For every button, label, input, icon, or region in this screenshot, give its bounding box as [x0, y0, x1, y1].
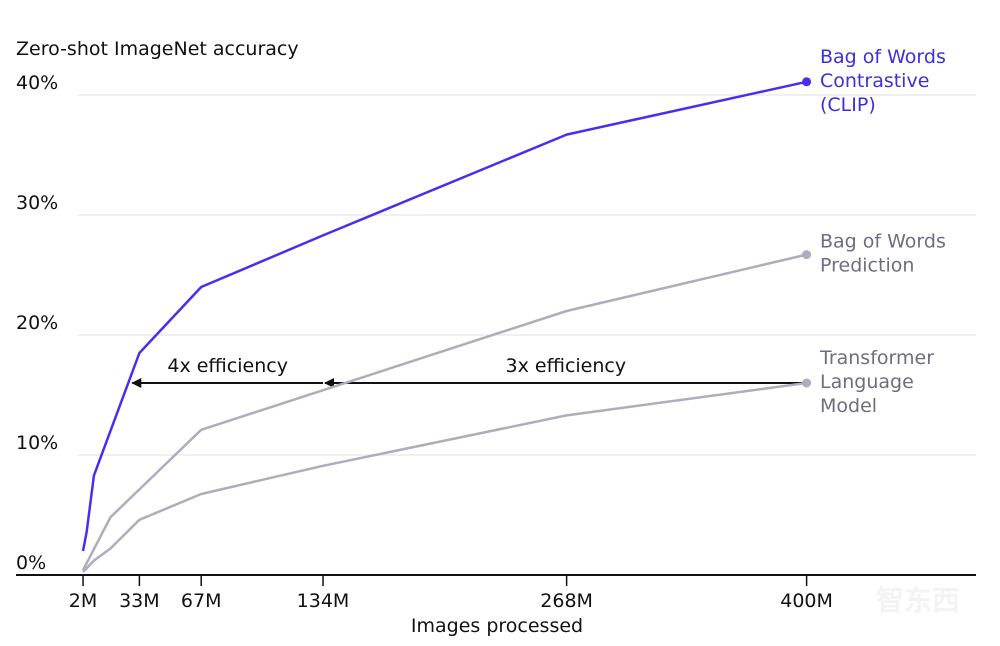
series-label: Model	[820, 395, 877, 417]
series-label: Language	[820, 371, 914, 393]
efficiency-label: 4x efficiency	[167, 355, 288, 377]
y-tick-label: 0%	[16, 552, 46, 574]
series-end-point	[802, 250, 812, 260]
y-tick-label: 10%	[16, 432, 58, 454]
series-end-point	[802, 77, 812, 87]
y-tick-label: 30%	[16, 192, 58, 214]
series-label: Contrastive	[820, 70, 929, 92]
x-tick-label: 134M	[297, 590, 350, 612]
y-tick-label: 20%	[16, 312, 58, 334]
series-label: (CLIP)	[820, 94, 876, 116]
x-tick-label: 268M	[540, 590, 593, 612]
series-label: Bag of Words	[820, 46, 946, 68]
y-axis-label: Zero-shot ImageNet accuracy	[16, 38, 299, 60]
series-end-point	[802, 378, 812, 388]
x-tick-label: 33M	[119, 590, 160, 612]
y-tick-label: 40%	[16, 72, 58, 94]
series-line	[82, 381, 807, 573]
series-line	[81, 80, 807, 552]
x-axis-label: Images processed	[411, 615, 583, 637]
svg-text:智东西: 智东西	[876, 584, 960, 617]
x-tick-label: 2M	[69, 590, 97, 612]
watermark: 智东西	[876, 584, 960, 617]
x-tick-label: 400M	[780, 590, 833, 612]
series-line	[81, 253, 807, 571]
x-tick-label: 67M	[181, 590, 222, 612]
series-label: Prediction	[820, 255, 914, 277]
series-label: Bag of Words	[820, 231, 946, 253]
series-label: Transformer	[819, 347, 934, 369]
efficiency-label: 3x efficiency	[506, 355, 627, 377]
